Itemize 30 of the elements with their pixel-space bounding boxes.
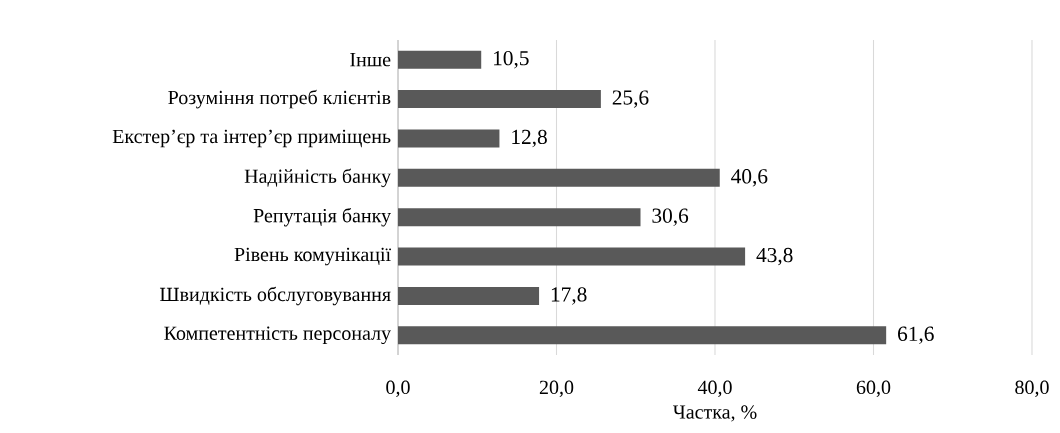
bar: [398, 168, 720, 187]
x-tick-label: 40,0: [697, 380, 732, 397]
data-label: 61,6: [898, 326, 934, 345]
x-axis-title: Частка, %: [672, 405, 757, 422]
x-tick-label: 60,0: [856, 380, 891, 397]
bar: [398, 208, 641, 227]
bar: [398, 247, 746, 266]
y-tick-label: Екстер’єр та інтер’єр приміщень: [112, 129, 391, 148]
bar: [398, 129, 500, 148]
x-tick-label: 80,0: [1015, 380, 1049, 397]
data-label: 43,8: [756, 247, 793, 266]
x-tick-label: 0,0: [386, 380, 410, 397]
bar: [398, 50, 482, 69]
data-label: 25,6: [612, 90, 649, 108]
bar: [398, 90, 601, 109]
data-label: 40,6: [731, 169, 768, 187]
bar: [398, 326, 887, 345]
bar: [398, 286, 540, 305]
data-label: 17,8: [551, 287, 587, 305]
y-tick-label: Надійність банку: [244, 168, 391, 188]
y-tick-label: Інше: [350, 53, 391, 67]
y-tick-label: Компетентність персоналу: [164, 326, 391, 345]
y-tick-label: Швидкість обслуговування: [159, 286, 391, 306]
data-label: 12,8: [512, 129, 547, 148]
data-label: 30,6: [652, 208, 689, 226]
y-tick-label: Репутація банку: [253, 207, 391, 227]
y-tick-label: Розуміння потреб клієнтів: [168, 89, 391, 109]
y-tick-label: Рівень комунікації: [234, 247, 392, 266]
data-label: 10,5: [494, 50, 529, 69]
x-tick-label: 20,0: [539, 380, 574, 397]
